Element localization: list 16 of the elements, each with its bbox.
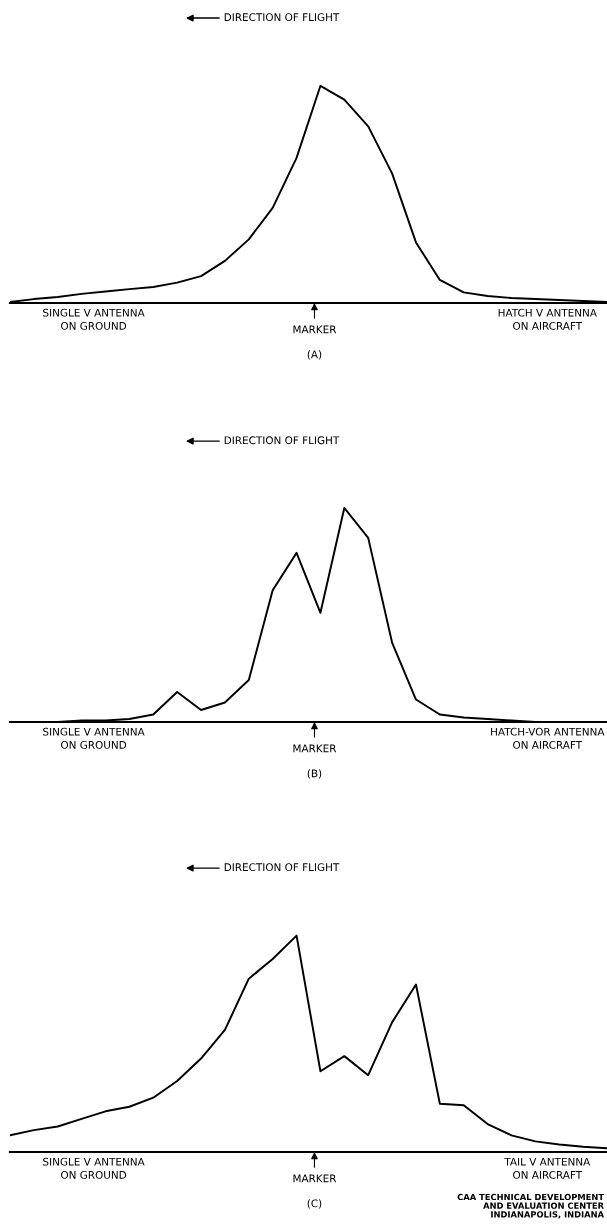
text: HATCH V ANTENNA ON AIRCRAFT <box>498 308 597 330</box>
text: (B) <box>307 769 322 779</box>
text: SINGLE V ANTENNA ON GROUND <box>43 1157 145 1179</box>
text: CAA TECHNICAL DEVELOPMENT AND EVALUATION CENTER INDIANAPOLIS, INDIANA <box>457 1193 604 1219</box>
text: DIRECTION OF FLIGHT <box>224 13 340 22</box>
text: SINGLE V ANTENNA ON GROUND <box>43 308 145 330</box>
text: MARKER <box>293 744 337 753</box>
text: MARKER <box>293 325 337 334</box>
text: DIRECTION OF FLIGHT <box>224 436 340 445</box>
text: HATCH-VOR ANTENNA ON AIRCRAFT <box>491 727 605 749</box>
text: TAIL V ANTENNA ON AIRCRAFT <box>504 1157 591 1179</box>
text: MARKER <box>293 1174 337 1183</box>
text: (C) <box>307 1199 322 1209</box>
text: (A) <box>307 350 322 360</box>
text: DIRECTION OF FLIGHT <box>224 863 340 872</box>
text: SINGLE V ANTENNA ON GROUND <box>43 727 145 749</box>
